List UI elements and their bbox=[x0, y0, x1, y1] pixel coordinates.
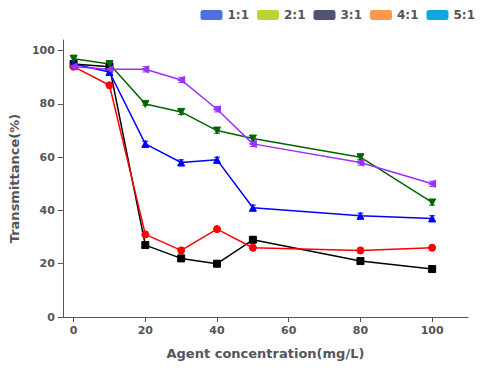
svg-text:Agent concentration(mg/L): Agent concentration(mg/L) bbox=[166, 346, 364, 361]
svg-text:60: 60 bbox=[40, 151, 56, 164]
svg-text:3:1: 3:1 bbox=[341, 8, 363, 22]
svg-text:60: 60 bbox=[281, 324, 297, 337]
svg-text:100: 100 bbox=[421, 324, 444, 337]
svg-text:4:1: 4:1 bbox=[397, 8, 419, 22]
svg-text:80: 80 bbox=[40, 97, 56, 110]
svg-text:40: 40 bbox=[209, 324, 225, 337]
svg-text:Transmittance(%): Transmittance(%) bbox=[7, 114, 22, 244]
svg-text:80: 80 bbox=[353, 324, 369, 337]
svg-text:5:1: 5:1 bbox=[454, 8, 476, 22]
svg-text:40: 40 bbox=[40, 204, 56, 217]
svg-text:0: 0 bbox=[70, 324, 78, 337]
svg-text:1:1: 1:1 bbox=[228, 8, 250, 22]
svg-text:20: 20 bbox=[40, 257, 56, 270]
svg-text:0: 0 bbox=[47, 311, 55, 324]
svg-text:20: 20 bbox=[138, 324, 154, 337]
svg-text:100: 100 bbox=[32, 44, 55, 57]
svg-text:2:1: 2:1 bbox=[284, 8, 306, 22]
